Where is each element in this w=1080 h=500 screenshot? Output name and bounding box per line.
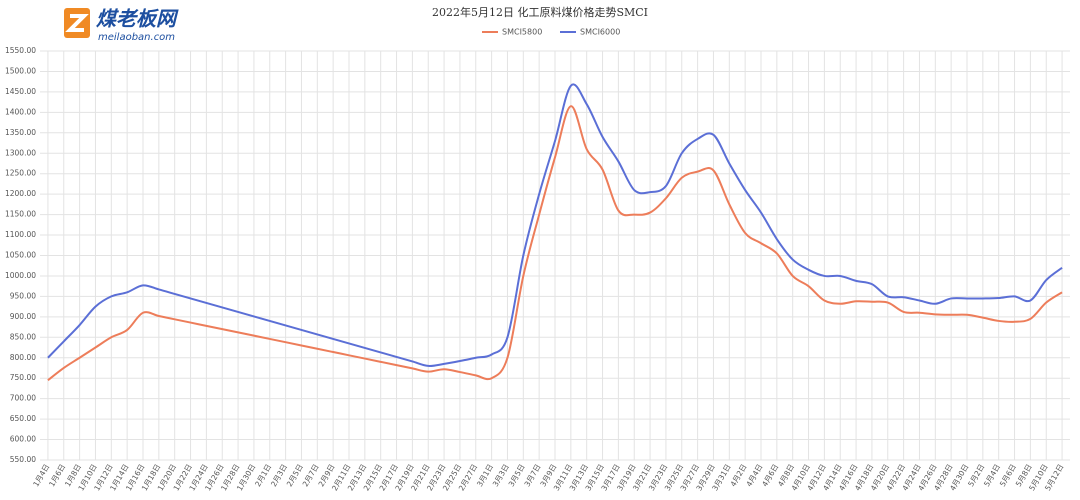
y-tick-label: 1200.00 bbox=[5, 189, 36, 198]
y-tick-label: 1450.00 bbox=[5, 87, 36, 96]
series-line bbox=[47, 83, 1063, 367]
y-tick-label: 550.00 bbox=[10, 455, 36, 464]
legend-label: SMCI6000 bbox=[580, 28, 620, 37]
y-tick-label: 700.00 bbox=[10, 394, 36, 403]
y-tick-label: 1400.00 bbox=[5, 107, 36, 116]
y-tick-label: 1300.00 bbox=[5, 148, 36, 157]
chart-title: 2022年5月12日 化工原料煤价格走势SMCI bbox=[432, 5, 648, 19]
y-tick-label: 1550.00 bbox=[5, 46, 36, 55]
y-tick-label: 1150.00 bbox=[5, 210, 36, 219]
y-tick-label: 650.00 bbox=[10, 414, 36, 423]
series-line bbox=[47, 105, 1063, 382]
y-tick-label: 1000.00 bbox=[5, 271, 36, 280]
y-tick-label: 1500.00 bbox=[5, 66, 36, 75]
y-tick-label: 900.00 bbox=[10, 312, 36, 321]
y-tick-label: 1050.00 bbox=[5, 251, 36, 260]
y-tick-label: 950.00 bbox=[10, 291, 36, 300]
y-tick-label: 1250.00 bbox=[5, 169, 36, 178]
brand-url: meilaoban.com bbox=[98, 32, 175, 43]
y-tick-label: 1350.00 bbox=[5, 128, 36, 137]
y-tick-label: 800.00 bbox=[10, 353, 36, 362]
brand-name: 煤老板网 bbox=[96, 7, 179, 31]
y-tick-label: 750.00 bbox=[10, 373, 36, 382]
y-tick-label: 600.00 bbox=[10, 435, 36, 444]
legend-label: SMCI5800 bbox=[502, 28, 542, 37]
y-tick-label: 850.00 bbox=[10, 332, 36, 341]
logo-mark bbox=[65, 14, 89, 32]
y-tick-label: 1100.00 bbox=[5, 230, 36, 239]
